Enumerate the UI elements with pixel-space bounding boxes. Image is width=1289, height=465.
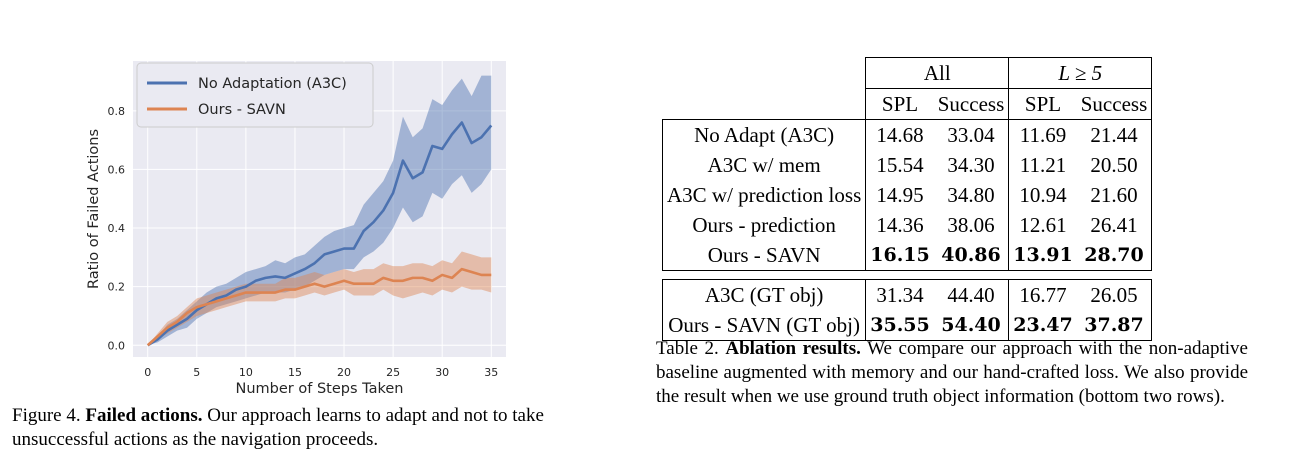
figure-caption-title: Failed actions. [85,405,203,426]
cell-success-all: 44.40 [933,279,1010,310]
row-name: No Adapt (A3C) [661,119,867,150]
x-tick-label: 15 [288,366,302,379]
table-caption-title: Ablation results. [725,338,861,359]
band-a3c [147,75,492,346]
table-row: No Adapt (A3C) 14.68 33.04 11.69 21.44 [661,119,1153,150]
cell-spl-l5: 11.21 [1019,153,1067,177]
table-row: Ours - prediction 14.36 38.06 12.61 26.4… [661,210,1153,240]
x-tick-label: 20 [337,366,351,379]
cell-spl-l5: 11.69 [1019,123,1067,147]
cell-success-l5: 26.05 [1076,279,1153,310]
cell-spl-l5: 13.91 [1013,244,1073,266]
x-axis-label: Number of Steps Taken [236,381,404,397]
cell-success-l5: 26.41 [1076,210,1153,240]
cell-spl-all: 16.15 [870,244,930,266]
row-name: A3C (GT obj) [661,279,867,310]
cell-spl-l5: 12.61 [1019,213,1067,237]
table-row: Ours - SAVN 16.15 40.86 13.91 28.70 [661,240,1153,271]
table-group-l5: L ≥ 5 [1008,57,1153,89]
line-savn [146,267,492,347]
table-row: A3C w/ mem 15.54 34.30 11.21 20.50 [661,150,1153,180]
x-tick-label: 35 [484,366,498,379]
y-tick-label: 0.0 [108,339,126,352]
ablation-table: All L ≥ 5 SPL Success SPL Success No Ada… [661,57,1153,341]
table-caption-text: We compare our approach with the non-ada… [656,338,1248,407]
tick-labels: 0 5 10 15 20 25 30 35 0.0 0.2 0.4 0.6 0.8 [108,105,499,379]
row-name: Ours - SAVN [661,240,867,271]
figure-caption-text: Our approach learns to adapt and not to … [12,405,544,450]
x-tick-label: 0 [144,366,151,379]
y-tick-label: 0.6 [108,163,126,176]
legend-box [136,62,374,128]
figure-4: 0 5 10 15 20 25 30 35 0.0 0.2 0.4 0.6 0.8 Number of … [0,0,640,465]
cell-success-l5: 20.50 [1076,150,1153,180]
cell-success-l5: 21.44 [1076,119,1153,150]
table-caption: Table 2. Ablation results. We compare ou… [656,337,1248,409]
cell-spl-all: 35.55 [870,314,930,336]
y-tick-label: 0.4 [108,222,126,235]
legend-label-savn: Ours - SAVN [198,102,286,118]
cell-success-l5: 28.70 [1076,240,1153,271]
cell-success-all: 34.30 [933,150,1010,180]
x-tick-label: 5 [193,366,200,379]
row-name: Ours - prediction [661,210,867,240]
cell-spl-all: 14.36 [876,213,924,237]
row-name: A3C w/ prediction loss [661,180,867,210]
x-tick-label: 25 [386,366,400,379]
table-row: A3C w/ prediction loss 14.95 34.80 10.94… [661,180,1153,210]
x-tick-label: 30 [435,366,449,379]
table-group-all: All [865,57,1010,89]
cell-success-all: 54.40 [933,310,1010,341]
x-tick-label: 10 [239,366,253,379]
cell-spl-l5: 10.94 [1019,183,1067,207]
cell-success-all: 34.80 [933,180,1010,210]
cell-success-all: 33.04 [933,119,1010,150]
col-header-spl-all: SPL [865,88,934,120]
y-tick-label: 0.2 [108,281,126,294]
cell-success-l5: 21.60 [1076,180,1153,210]
row-name: A3C w/ mem [661,150,867,180]
col-header-success-all: Success [933,88,1010,120]
cell-spl-l5: 23.47 [1013,314,1073,336]
y-tick-label: 0.8 [108,105,126,118]
cell-spl-all: 14.68 [876,123,924,147]
cell-spl-all: 15.54 [876,153,924,177]
table-spacer-row [663,271,1152,280]
figure-caption-label: Figure 4. [12,405,81,426]
legend: No Adaptation (A3C) Ours - SAVN [136,62,374,128]
cell-success-all: 38.06 [933,210,1010,240]
failed-actions-chart: 0 5 10 15 20 25 30 35 0.0 0.2 0.4 0.6 0.8 Number of … [86,61,506,397]
band-savn [147,251,492,346]
table-row: A3C (GT obj) 31.34 44.40 16.77 26.05 [661,279,1153,310]
cell-spl-all: 31.34 [876,283,924,307]
table-group-header-row: All L ≥ 5 [663,57,1153,89]
cell-success-all: 40.86 [933,240,1010,271]
series-lines [146,121,493,347]
cell-spl-all: 14.95 [876,183,924,207]
table-row: Ours - SAVN (GT obj) 35.55 54.40 23.47 3… [661,310,1153,341]
cell-spl-l5: 16.77 [1019,283,1067,307]
table-caption-label: Table 2. [656,338,719,359]
confidence-bands [147,75,492,346]
figure-caption: Figure 4. Failed actions. Our approach l… [12,404,612,452]
table-column-header-row: SPL Success SPL Success [663,88,1153,120]
col-header-success-l5: Success [1076,88,1153,120]
col-header-spl-l5: SPL [1024,92,1062,116]
row-name: Ours - SAVN (GT obj) [661,310,867,341]
y-axis-label: Ratio of Failed Actions [86,129,102,289]
cell-success-l5: 37.87 [1076,310,1153,341]
legend-label-a3c: No Adaptation (A3C) [198,76,347,92]
